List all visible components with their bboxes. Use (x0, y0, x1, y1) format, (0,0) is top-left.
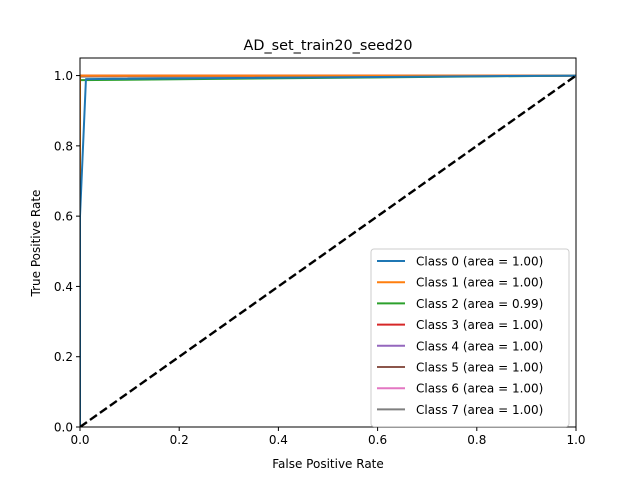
plot-area: 0.0 0.2 0.4 0.6 0.8 1.0 0.0 0.2 0.4 0.6 0.8 1.0 (54, 57, 586, 447)
axes-frame (79, 57, 577, 428)
y-tick-label: 1.0 (54, 69, 73, 83)
legend-label-class-3: Class 3 (area = 1.00) (416, 318, 543, 332)
y-tick-label: 0.6 (54, 210, 73, 224)
legend-label-class-2: Class 2 (area = 0.99) (416, 297, 543, 311)
y-tick-label: 0.4 (54, 280, 73, 294)
y-tick-label: 0.2 (54, 350, 73, 364)
roc-line-class-0 (80, 74, 576, 427)
roc-line-class-1 (80, 74, 576, 427)
series-lines (80, 74, 576, 427)
legend-label-class-5: Class 5 (area = 1.00) (416, 361, 543, 375)
legend-label-class-1: Class 1 (area = 1.00) (416, 276, 543, 290)
x-tick-label: 0.2 (170, 433, 189, 447)
legend: Class 0 (area = 1.00) Class 1 (area = 1.0… (370, 248, 570, 428)
chart-title: AD_set_train20_seed20 (244, 38, 413, 54)
x-tick-label: 0.4 (269, 433, 288, 447)
y-tick-label: 0.0 (54, 421, 73, 435)
legend-label-class-6: Class 6 (area = 1.00) (416, 382, 543, 396)
y-tick-label: 0.8 (54, 139, 73, 153)
x-tick-label: 0.6 (368, 433, 387, 447)
chance-diagonal-line (80, 74, 576, 427)
x-tick-label: 1.0 (566, 433, 585, 447)
legend-label-class-0: Class 0 (area = 1.00) (416, 255, 543, 269)
x-axis-label: False Positive Rate (272, 457, 384, 471)
y-axis-label: True Positive Rate (29, 190, 43, 298)
legend-box (370, 248, 570, 428)
x-tick-label: 0.8 (467, 433, 486, 447)
legend-label-class-4: Class 4 (area = 1.00) (416, 339, 543, 353)
legend-label-class-7: Class 7 (area = 1.00) (416, 403, 543, 417)
x-tick-label: 0.0 (70, 433, 89, 447)
